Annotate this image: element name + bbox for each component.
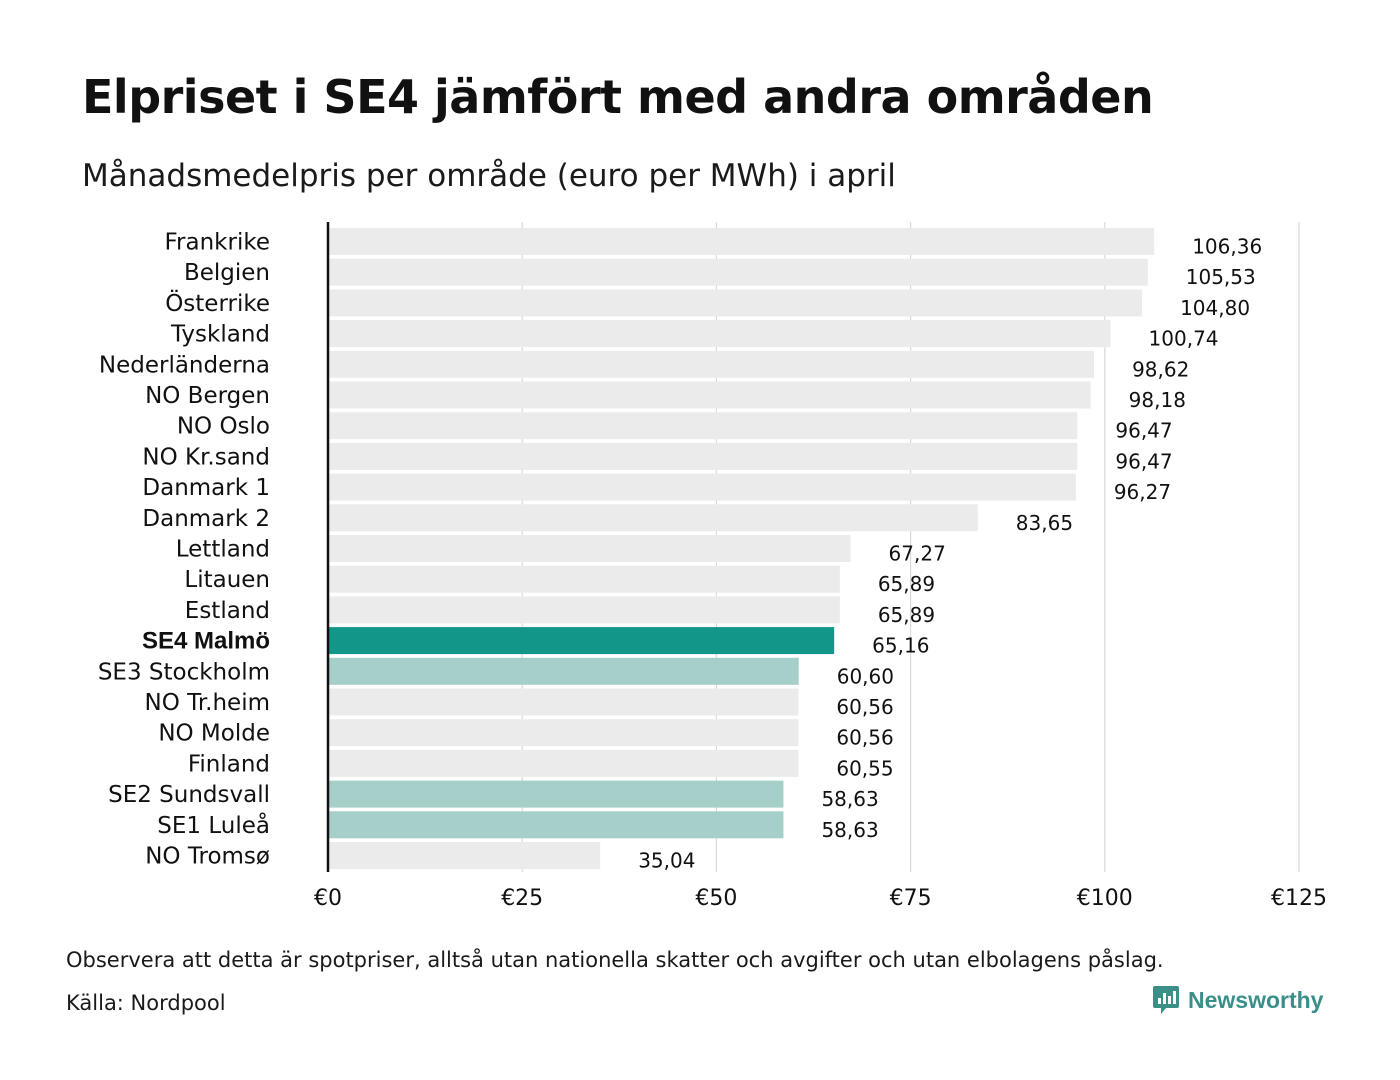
category-label: NO Oslo [177, 414, 270, 440]
value-label: 105,53 [1186, 265, 1256, 289]
bar [328, 381, 1091, 409]
bar [328, 749, 799, 777]
category-label: NO Kr.sand [142, 444, 270, 470]
category-label: Litauen [184, 567, 270, 593]
value-label: 83,65 [1016, 511, 1073, 535]
bar [328, 596, 840, 624]
bar [328, 258, 1148, 286]
value-label: 65,16 [872, 634, 929, 658]
category-labels: Frankrike Belgien Österrike Tyskland Nederlä… [98, 230, 270, 870]
x-tick-label: €50 [695, 886, 737, 911]
bar [328, 442, 1078, 470]
bar-chart: Frankrike Belgien Österrike Tyskland Nederlä… [98, 222, 1327, 911]
category-label: NO Molde [158, 721, 270, 747]
category-label: Danmark 1 [142, 475, 270, 501]
value-label: 60,56 [836, 695, 893, 719]
category-label: Tyskland [170, 322, 270, 348]
footnote: Observera att detta är spotpriser, allts… [66, 948, 1164, 972]
value-label: 65,89 [878, 603, 935, 627]
value-label: 67,27 [889, 542, 946, 566]
category-label: SE1 Luleå [157, 811, 270, 839]
category-label: Österrike [165, 289, 270, 317]
value-label: 98,62 [1132, 357, 1189, 381]
bar [328, 504, 978, 532]
bar [328, 811, 784, 839]
value-label: 100,74 [1149, 327, 1219, 351]
bar [328, 412, 1078, 440]
bar [328, 565, 840, 593]
value-label: 96,47 [1115, 419, 1172, 443]
bars [328, 228, 1155, 869]
category-label: NO Tromsø [145, 844, 270, 870]
value-labels: 106,36 105,53 104,80 100,74 98,62 98,18 96,47 9… [638, 235, 1262, 873]
x-tick-label: €75 [890, 886, 932, 911]
category-label: Lettland [176, 537, 270, 563]
bar [328, 842, 601, 869]
value-label: 96,47 [1115, 449, 1172, 473]
category-label: NO Bergen [145, 383, 270, 409]
value-label: 60,55 [836, 756, 893, 780]
bar [328, 535, 851, 562]
bar [328, 473, 1076, 501]
x-tick-label: €100 [1077, 886, 1133, 911]
x-tick-label: €0 [314, 886, 342, 911]
logo-text: Newsworthy [1188, 986, 1324, 1013]
value-label: 106,36 [1192, 235, 1262, 259]
value-label: 58,63 [821, 818, 878, 842]
newsworthy-logo-icon [1153, 986, 1179, 1014]
bar [328, 688, 799, 716]
category-label: Finland [188, 751, 270, 777]
category-label: SE4 Malmö [142, 628, 270, 655]
category-label: Estland [185, 598, 270, 624]
category-label: SE2 Sundsvall [108, 782, 270, 808]
x-axis-ticks: €0 €25 €50 €75 €100 €125 [314, 886, 1327, 911]
bar [328, 228, 1155, 255]
category-label: Frankrike [165, 230, 271, 256]
category-label: SE3 Stockholm [98, 659, 270, 685]
newsworthy-logo: Newsworthy [1152, 984, 1323, 1016]
value-label: 65,89 [878, 572, 935, 596]
bar [328, 627, 835, 655]
value-label: 35,04 [638, 849, 695, 873]
category-label: Nederländerna [99, 352, 270, 378]
source-note: Källa: Nordpool [66, 991, 226, 1015]
x-tick-label: €25 [501, 886, 543, 911]
value-label: 96,27 [1114, 480, 1171, 504]
value-label: 104,80 [1180, 296, 1250, 320]
value-label: 60,56 [836, 726, 893, 750]
x-tick-label: €125 [1271, 886, 1327, 911]
bar [328, 320, 1111, 348]
bar [328, 657, 799, 685]
value-label: 98,18 [1129, 388, 1186, 412]
category-label: NO Tr.heim [145, 690, 270, 716]
bar [328, 350, 1095, 378]
chart-title: Elpriset i SE4 jämfört med andra områden [82, 70, 1154, 124]
value-label: 60,60 [837, 664, 894, 688]
bar [328, 719, 799, 747]
bar [328, 780, 784, 808]
category-label: Belgien [184, 260, 270, 286]
bar [328, 289, 1143, 317]
chart-subtitle: Månadsmedelpris per område (euro per MWh… [82, 158, 896, 194]
value-label: 58,63 [821, 787, 878, 811]
category-label: Danmark 2 [142, 506, 270, 532]
